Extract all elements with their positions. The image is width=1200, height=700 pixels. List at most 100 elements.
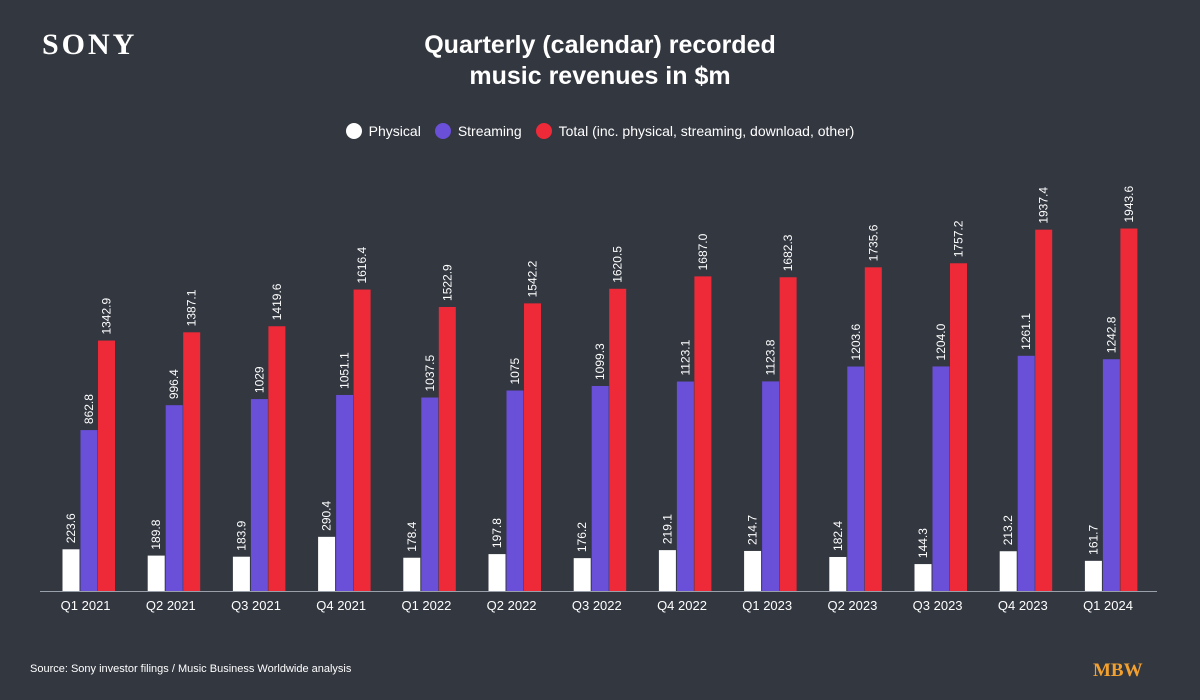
data-label: 996.4: [167, 369, 181, 399]
data-label: 182.4: [831, 521, 845, 551]
bar-total: [183, 332, 201, 591]
legend-item-physical[interactable]: Physical: [345, 123, 421, 139]
legend-item-total[interactable]: Total (inc. physical, streaming, downloa…: [535, 123, 855, 139]
bar-physical: [403, 557, 421, 591]
bar-physical: [1084, 560, 1102, 591]
data-label: 1620.5: [611, 246, 625, 283]
chart-title-line-2: music revenues in $m: [469, 62, 731, 90]
bar-total: [268, 326, 286, 591]
bar-streaming: [762, 381, 780, 591]
bar-physical: [658, 550, 676, 591]
bar-streaming: [932, 366, 950, 591]
x-tick-label: Q1 2021: [61, 598, 111, 613]
x-tick-label: Q1 2024: [1083, 598, 1133, 613]
data-label: 1123.8: [764, 339, 778, 375]
x-tick-label: Q4 2021: [316, 598, 366, 613]
legend-label-streaming: Streaming: [457, 123, 522, 139]
bar-physical: [744, 550, 762, 591]
data-label: 214.7: [746, 515, 760, 545]
chart-title-line-1: Quarterly (calendar) recorded: [424, 31, 776, 59]
x-tick-label: Q3 2021: [231, 598, 281, 613]
data-label: 1542.2: [526, 260, 540, 297]
bar-streaming: [1017, 355, 1035, 591]
bar-streaming: [336, 394, 354, 591]
bar-physical: [232, 556, 250, 591]
data-label: 1037.5: [423, 354, 437, 391]
mbw-logo: MBW: [1093, 660, 1143, 681]
data-label: 1342.9: [100, 298, 114, 335]
legend-swatch-physical: [345, 123, 362, 139]
data-label: 1937.4: [1037, 187, 1051, 224]
data-label: 1387.1: [185, 289, 199, 326]
data-label: 178.4: [405, 521, 419, 551]
chart-legend: Physical Streaming Total (inc. physical,…: [0, 123, 1200, 139]
data-label: 197.8: [490, 518, 504, 548]
bar-physical: [62, 549, 80, 591]
data-label: 1204.0: [934, 323, 948, 360]
data-label: 1242.8: [1104, 316, 1118, 353]
source-note: Source: Sony investor filings / Music Bu…: [30, 663, 352, 675]
legend-item-streaming[interactable]: Streaming: [434, 123, 522, 139]
bar-total: [694, 276, 712, 591]
legend-label-total: Total (inc. physical, streaming, downloa…: [558, 123, 855, 139]
legend-label-physical: Physical: [368, 123, 421, 139]
data-label: 223.6: [64, 513, 78, 543]
legend-swatch-streaming: [434, 123, 451, 139]
bar-streaming: [250, 399, 268, 591]
data-label: 1687.0: [696, 233, 710, 270]
sony-logo: SONY: [42, 28, 138, 61]
bar-total: [524, 303, 541, 591]
x-tick-label: Q3 2022: [572, 598, 622, 613]
data-label: 1943.6: [1122, 185, 1136, 222]
data-label: 1757.2: [952, 220, 966, 257]
bar-physical: [573, 558, 591, 591]
bar-total: [950, 263, 967, 591]
bar-physical: [318, 536, 336, 591]
data-label: 189.8: [149, 519, 163, 549]
bar-total: [1035, 229, 1053, 591]
data-label: 1522.9: [440, 264, 454, 301]
chart-title: Quarterly (calendar) recorded music reve…: [0, 30, 1200, 92]
bar-physical: [999, 551, 1017, 591]
data-label: 213.2: [1001, 515, 1015, 545]
bar-streaming: [506, 390, 524, 591]
x-tick-label: Q4 2023: [998, 598, 1048, 613]
bar-physical: [147, 555, 165, 591]
data-label: 161.7: [1086, 524, 1100, 554]
bar-streaming: [591, 385, 609, 591]
data-label: 1075: [508, 357, 522, 384]
bar-streaming: [1102, 359, 1120, 591]
data-label: 144.3: [916, 528, 930, 558]
bar-streaming: [847, 366, 865, 591]
x-tick-label: Q1 2023: [742, 598, 792, 613]
bar-physical: [488, 554, 506, 591]
x-tick-label: Q2 2022: [487, 598, 537, 613]
bar-total: [1120, 228, 1138, 591]
bar-streaming: [676, 381, 694, 591]
bar-total: [779, 277, 797, 591]
data-label: 1029: [252, 366, 266, 393]
data-label: 1735.6: [866, 224, 880, 261]
bar-streaming: [80, 430, 98, 591]
bar-physical: [914, 564, 932, 591]
data-label: 1616.4: [355, 247, 369, 284]
x-tick-label: Q2 2021: [146, 598, 196, 613]
data-label: 219.1: [660, 514, 674, 544]
data-label: 1261.1: [1019, 313, 1033, 350]
bar-total: [864, 267, 882, 591]
bar-total: [609, 288, 627, 591]
data-label: 1203.6: [849, 323, 863, 360]
bar-streaming: [165, 405, 183, 591]
x-tick-label: Q1 2022: [401, 598, 451, 613]
data-label: 290.4: [320, 500, 334, 530]
legend-swatch-total: [535, 123, 552, 139]
x-tick-label: Q4 2022: [657, 598, 707, 613]
x-tick-label: Q3 2023: [913, 598, 963, 613]
x-tick-label: Q2 2023: [827, 598, 877, 613]
data-label: 1419.6: [270, 283, 284, 320]
data-label: 1123.1: [678, 339, 692, 375]
data-label: 1099.3: [593, 343, 607, 380]
data-label: 183.9: [234, 520, 248, 550]
bar-total: [98, 340, 115, 591]
data-label: 1682.3: [781, 234, 795, 271]
